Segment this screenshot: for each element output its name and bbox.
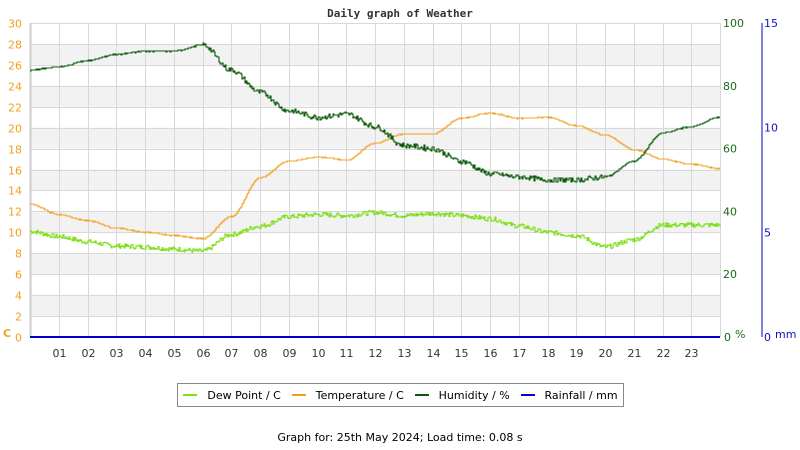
legend-label: Dew Point / C	[207, 388, 281, 402]
legend-item-temperature: Temperature / C	[291, 388, 404, 402]
svg-text:2: 2	[15, 311, 22, 324]
svg-text:02: 02	[82, 347, 96, 360]
weather-chart: Daily graph of Weather 02468101214161820…	[3, 7, 796, 360]
svg-text:13: 13	[398, 347, 412, 360]
svg-text:0: 0	[15, 332, 22, 345]
svg-text:30: 30	[8, 18, 22, 31]
svg-text:09: 09	[283, 347, 297, 360]
svg-text:12: 12	[369, 347, 383, 360]
svg-text:08: 08	[254, 347, 268, 360]
svg-text:20: 20	[723, 268, 737, 281]
svg-text:10: 10	[8, 227, 22, 240]
legend-item-humidity: Humidity / %	[414, 388, 510, 402]
svg-text:14: 14	[8, 185, 22, 198]
svg-text:100: 100	[723, 17, 744, 30]
svg-text:11: 11	[340, 347, 354, 360]
footer-status: Graph for: 25th May 2024; Load time: 0.0…	[277, 431, 523, 444]
svg-text:07: 07	[225, 347, 239, 360]
svg-text:14: 14	[427, 347, 441, 360]
svg-text:22: 22	[657, 347, 671, 360]
svg-text:C: C	[3, 327, 11, 340]
svg-text:15: 15	[455, 347, 469, 360]
svg-text:12: 12	[8, 206, 22, 219]
svg-text:40: 40	[723, 205, 737, 218]
legend: Dew Point / C Temperature / C Humidity /…	[177, 383, 624, 407]
svg-text:0: 0	[724, 331, 731, 344]
svg-text:19: 19	[570, 347, 584, 360]
svg-text:03: 03	[110, 347, 124, 360]
svg-text:04: 04	[139, 347, 153, 360]
data-lines	[30, 42, 721, 338]
svg-text:18: 18	[542, 347, 556, 360]
svg-text:10: 10	[764, 122, 778, 135]
svg-text:20: 20	[599, 347, 613, 360]
legend-label: Temperature / C	[315, 388, 404, 402]
svg-text:6: 6	[15, 269, 22, 282]
svg-text:06: 06	[197, 347, 211, 360]
svg-text:0: 0	[764, 331, 771, 344]
svg-text:20: 20	[8, 123, 22, 136]
legend-item-rainfall: Rainfall / mm	[520, 388, 618, 402]
svg-text:5: 5	[764, 226, 771, 239]
legend-label: Humidity / %	[438, 388, 510, 402]
temperature-swatch	[291, 394, 306, 396]
svg-text:24: 24	[8, 81, 22, 94]
chart-title: Daily graph of Weather	[327, 7, 473, 20]
humidity-swatch	[414, 394, 429, 396]
svg-text:17: 17	[513, 347, 527, 360]
svg-text:60: 60	[723, 143, 737, 156]
svg-text:%: %	[735, 328, 745, 341]
svg-text:16: 16	[8, 165, 22, 178]
svg-text:21: 21	[628, 347, 642, 360]
svg-text:8: 8	[15, 248, 22, 261]
svg-text:10: 10	[312, 347, 326, 360]
svg-text:4: 4	[15, 290, 22, 303]
legend-label: Rainfall / mm	[544, 388, 618, 402]
svg-text:mm: mm	[775, 328, 796, 341]
svg-text:16: 16	[484, 347, 498, 360]
svg-text:28: 28	[8, 39, 22, 52]
rainfall-swatch	[520, 394, 535, 396]
svg-text:23: 23	[685, 347, 699, 360]
svg-text:01: 01	[53, 347, 67, 360]
svg-text:15: 15	[764, 17, 778, 30]
svg-text:18: 18	[8, 144, 22, 157]
svg-text:80: 80	[723, 80, 737, 93]
dew-point-swatch	[183, 394, 198, 396]
legend-item-dew-point: Dew Point / C	[183, 388, 281, 402]
svg-text:22: 22	[8, 102, 22, 115]
svg-text:26: 26	[8, 60, 22, 73]
svg-text:05: 05	[168, 347, 182, 360]
